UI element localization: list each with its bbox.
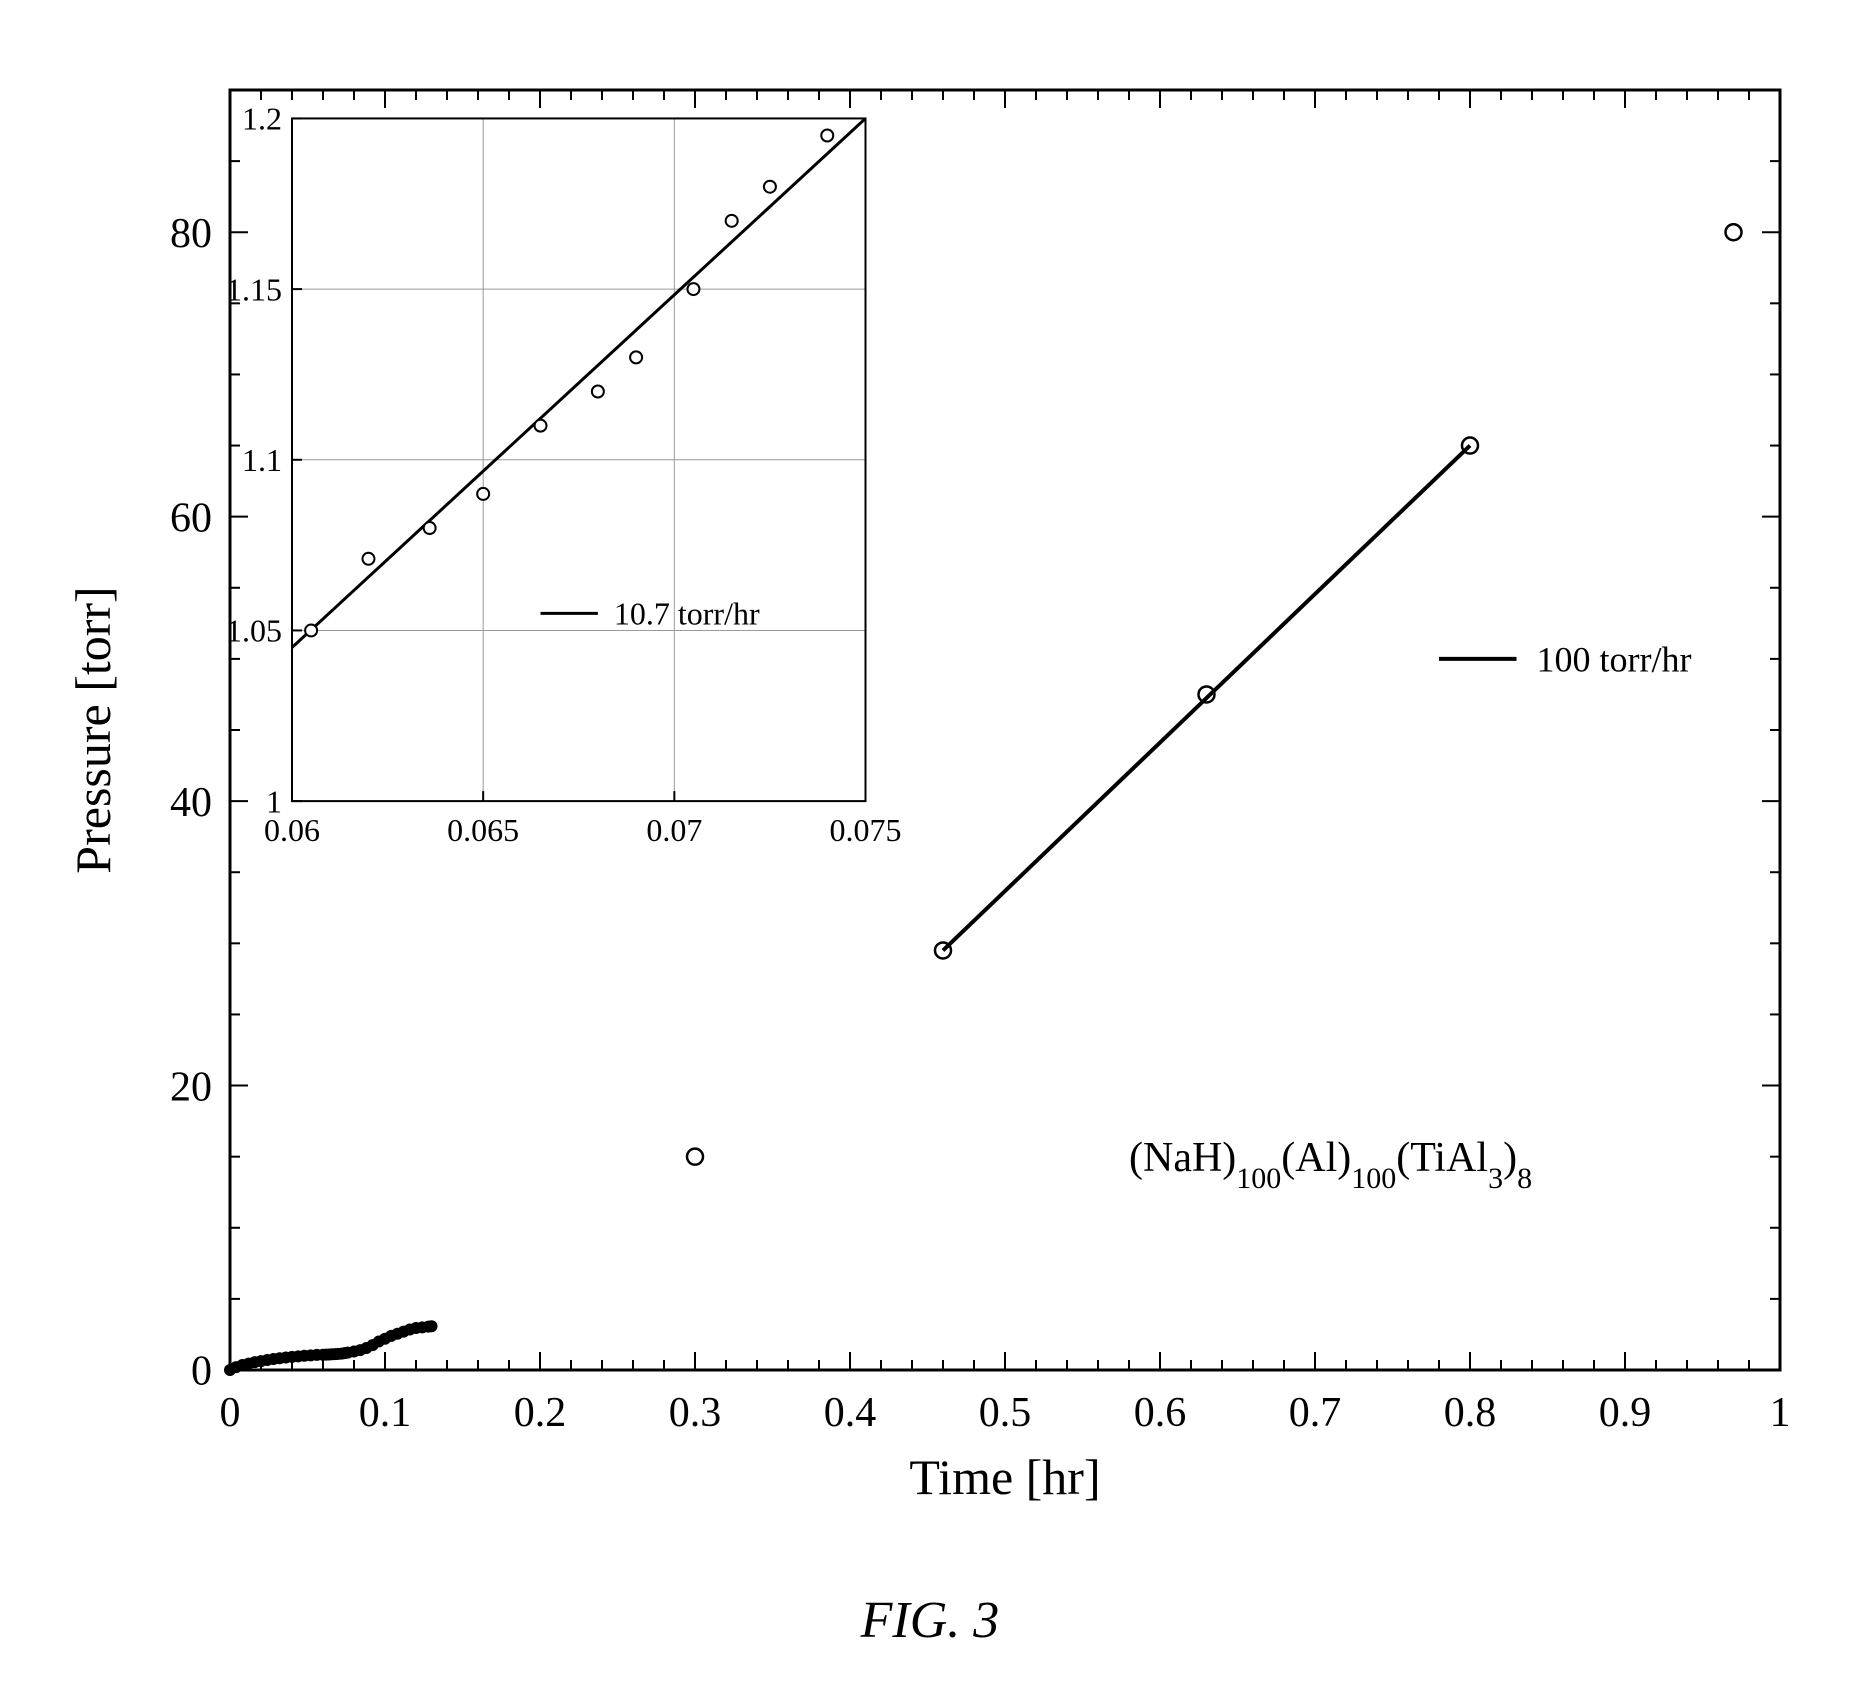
svg-text:0.5: 0.5 — [979, 1390, 1032, 1436]
svg-text:10.7 torr/hr: 10.7 torr/hr — [614, 596, 760, 632]
svg-text:1.15: 1.15 — [226, 271, 282, 307]
svg-text:0: 0 — [191, 1349, 212, 1395]
svg-text:80: 80 — [170, 211, 212, 257]
svg-text:40: 40 — [170, 780, 212, 826]
svg-text:0.7: 0.7 — [1289, 1390, 1342, 1436]
figure-caption: FIG. 3 — [0, 1591, 1860, 1650]
svg-text:0.2: 0.2 — [514, 1390, 567, 1436]
chart-svg: 0 0.1 0.2 0.3 0.4 0.5 0.6 0.7 0.8 0.9 1 0 20 40 60 80 Ti… — [0, 0, 1860, 1690]
svg-text:60: 60 — [170, 495, 212, 541]
svg-text:0.1: 0.1 — [359, 1390, 412, 1436]
svg-text:0.075: 0.075 — [830, 812, 902, 848]
svg-text:0.8: 0.8 — [1444, 1390, 1497, 1436]
svg-text:Time [hr]: Time [hr] — [909, 1449, 1100, 1505]
svg-text:(NaH)100(Al)100(TiAl3)8: (NaH)100(Al)100(TiAl3)8 — [1129, 1135, 1532, 1195]
svg-text:20: 20 — [170, 1064, 212, 1110]
svg-text:0: 0 — [220, 1390, 241, 1436]
svg-text:Pressure [torr]: Pressure [torr] — [65, 586, 121, 873]
svg-text:1.2: 1.2 — [242, 101, 282, 137]
svg-text:0.9: 0.9 — [1599, 1390, 1652, 1436]
svg-text:0.6: 0.6 — [1134, 1390, 1187, 1436]
svg-text:0.3: 0.3 — [669, 1390, 722, 1436]
svg-text:100 torr/hr: 100 torr/hr — [1537, 639, 1692, 679]
svg-text:0.4: 0.4 — [824, 1390, 877, 1436]
svg-text:0.07: 0.07 — [646, 812, 702, 848]
svg-text:1.1: 1.1 — [242, 442, 282, 478]
svg-text:1: 1 — [1770, 1390, 1791, 1436]
svg-text:1.05: 1.05 — [226, 613, 282, 649]
figure-wrap: 0 0.1 0.2 0.3 0.4 0.5 0.6 0.7 0.8 0.9 1 0 20 40 60 80 Ti… — [0, 0, 1860, 1690]
svg-text:0.065: 0.065 — [447, 812, 519, 848]
svg-text:1: 1 — [266, 783, 282, 819]
